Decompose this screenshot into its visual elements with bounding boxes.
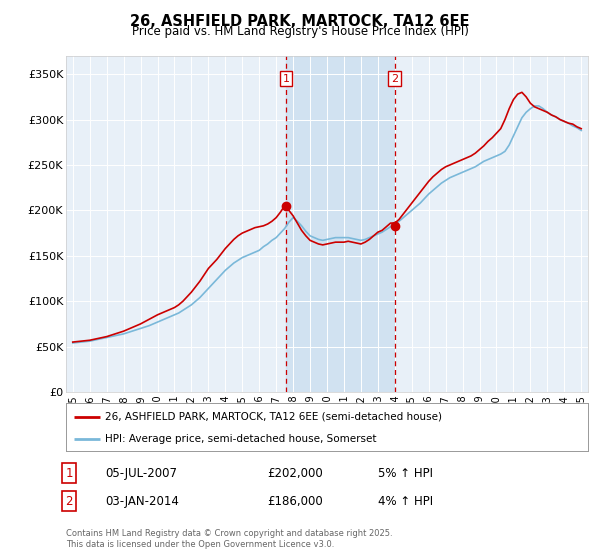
Text: 05-JUL-2007: 05-JUL-2007	[105, 466, 177, 480]
Text: 2: 2	[391, 74, 398, 83]
Text: 26, ASHFIELD PARK, MARTOCK, TA12 6EE: 26, ASHFIELD PARK, MARTOCK, TA12 6EE	[130, 14, 470, 29]
Text: 1: 1	[65, 466, 73, 480]
Text: 5% ↑ HPI: 5% ↑ HPI	[378, 466, 433, 480]
Text: 26, ASHFIELD PARK, MARTOCK, TA12 6EE (semi-detached house): 26, ASHFIELD PARK, MARTOCK, TA12 6EE (se…	[105, 412, 442, 422]
Text: Contains HM Land Registry data © Crown copyright and database right 2025.
This d: Contains HM Land Registry data © Crown c…	[66, 529, 392, 549]
Bar	[286, 56, 395, 392]
Text: 4% ↑ HPI: 4% ↑ HPI	[378, 494, 433, 508]
Text: £186,000: £186,000	[267, 494, 323, 508]
Text: 2: 2	[65, 494, 73, 508]
Text: HPI: Average price, semi-detached house, Somerset: HPI: Average price, semi-detached house,…	[105, 434, 377, 444]
Text: Price paid vs. HM Land Registry's House Price Index (HPI): Price paid vs. HM Land Registry's House …	[131, 25, 469, 38]
Text: 03-JAN-2014: 03-JAN-2014	[105, 494, 179, 508]
Text: 1: 1	[283, 74, 289, 83]
Text: £202,000: £202,000	[267, 466, 323, 480]
